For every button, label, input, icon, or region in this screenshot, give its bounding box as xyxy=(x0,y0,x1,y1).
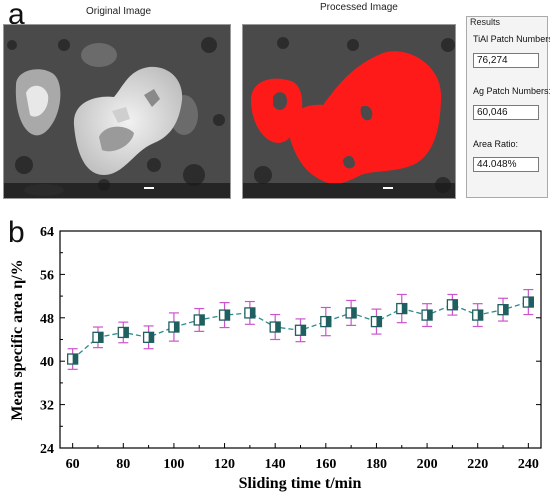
x-tick-label: 160 xyxy=(315,457,336,472)
sliding-time-chart: 24 32 40 48 56 64 60 80 100 120 140 160 180 200 220 24… xyxy=(9,225,542,492)
x-tick-label: 220 xyxy=(467,457,488,472)
original-image xyxy=(3,24,231,199)
data-point-fill xyxy=(72,354,78,365)
processed-image-title: Processed Image xyxy=(320,2,398,13)
area-ratio-label: Area Ratio: xyxy=(473,139,519,149)
panel-a-letter: a xyxy=(8,0,25,31)
data-point-fill xyxy=(148,332,154,343)
tial-patch-field[interactable]: 76,274 xyxy=(473,53,539,68)
y-axis-label: Mean specific area η/% xyxy=(9,259,26,420)
ag-patch-label: Ag Patch Numbers: xyxy=(473,86,550,96)
data-point-fill xyxy=(300,325,306,336)
data-point-fill xyxy=(224,310,230,321)
data-point-fill xyxy=(376,316,382,327)
x-tick-label: 200 xyxy=(417,457,438,472)
data-point-fill xyxy=(351,307,357,318)
processed-image xyxy=(242,24,456,199)
results-panel: Results TiAl Patch Numbers: 76,274 Ag Pa… xyxy=(466,16,550,198)
y-tick-label: 24 xyxy=(40,442,54,457)
y-tick-label: 48 xyxy=(40,312,54,327)
x-tick-label: 140 xyxy=(265,457,286,472)
data-point-fill xyxy=(503,304,509,315)
y-tick-label: 56 xyxy=(40,268,54,283)
y-tick-label: 40 xyxy=(40,355,54,370)
y-tick-label: 32 xyxy=(40,399,54,414)
data-point-fill xyxy=(528,297,534,308)
data-point-fill xyxy=(97,332,103,343)
data-point-fill xyxy=(275,322,281,333)
data-point-fill xyxy=(199,314,205,325)
area-ratio-field[interactable]: 44.048% xyxy=(473,157,539,172)
x-axis-label: Sliding time t/min xyxy=(239,475,362,492)
data-point-fill xyxy=(325,316,331,327)
x-tick-label: 180 xyxy=(366,457,387,472)
ag-patch-field[interactable]: 60,046 xyxy=(473,105,539,120)
x-tick-label: 80 xyxy=(116,457,130,472)
data-point-fill xyxy=(477,310,483,321)
data-point-fill xyxy=(173,322,179,333)
results-title: Results xyxy=(470,17,501,27)
tial-patch-label: TiAl Patch Numbers: xyxy=(473,34,550,44)
x-tick-label: 240 xyxy=(518,457,539,472)
panel-b-letter: b xyxy=(8,216,25,249)
data-point-fill xyxy=(452,299,458,310)
data-point-fill xyxy=(401,303,407,314)
x-tick-label: 100 xyxy=(163,457,184,472)
data-point-fill xyxy=(427,310,433,321)
data-point-fill xyxy=(123,327,129,338)
original-image-title: Original Image xyxy=(86,6,152,17)
y-tick-label: 64 xyxy=(40,225,54,240)
data-point-fill xyxy=(249,307,255,318)
x-tick-label: 60 xyxy=(66,457,80,472)
x-tick-label: 120 xyxy=(214,457,235,472)
